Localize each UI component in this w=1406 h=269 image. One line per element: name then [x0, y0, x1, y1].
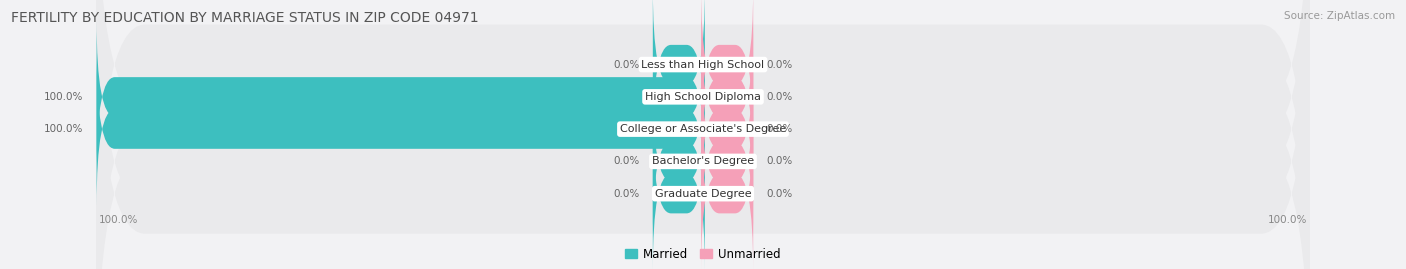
FancyBboxPatch shape	[97, 0, 1309, 269]
FancyBboxPatch shape	[652, 84, 704, 239]
Text: 100.0%: 100.0%	[44, 124, 83, 134]
Text: 0.0%: 0.0%	[766, 59, 793, 70]
Text: 0.0%: 0.0%	[766, 124, 793, 134]
FancyBboxPatch shape	[702, 116, 754, 269]
Text: 0.0%: 0.0%	[766, 156, 793, 167]
Text: Graduate Degree: Graduate Degree	[655, 189, 751, 199]
FancyBboxPatch shape	[97, 20, 704, 174]
Text: 100.0%: 100.0%	[44, 92, 83, 102]
FancyBboxPatch shape	[652, 116, 704, 269]
Text: 0.0%: 0.0%	[613, 189, 640, 199]
Text: College or Associate's Degree: College or Associate's Degree	[620, 124, 786, 134]
Legend: Married, Unmarried: Married, Unmarried	[620, 243, 786, 265]
Text: 100.0%: 100.0%	[1268, 215, 1308, 225]
Text: Source: ZipAtlas.com: Source: ZipAtlas.com	[1284, 11, 1395, 21]
Text: Bachelor's Degree: Bachelor's Degree	[652, 156, 754, 167]
Text: 0.0%: 0.0%	[766, 189, 793, 199]
Text: 0.0%: 0.0%	[766, 92, 793, 102]
FancyBboxPatch shape	[702, 0, 754, 142]
FancyBboxPatch shape	[702, 84, 754, 239]
Text: Less than High School: Less than High School	[641, 59, 765, 70]
FancyBboxPatch shape	[97, 0, 1309, 269]
FancyBboxPatch shape	[97, 0, 1309, 269]
Text: 0.0%: 0.0%	[613, 59, 640, 70]
Text: 0.0%: 0.0%	[613, 156, 640, 167]
FancyBboxPatch shape	[652, 0, 704, 142]
FancyBboxPatch shape	[97, 0, 1309, 269]
FancyBboxPatch shape	[97, 52, 704, 206]
Text: FERTILITY BY EDUCATION BY MARRIAGE STATUS IN ZIP CODE 04971: FERTILITY BY EDUCATION BY MARRIAGE STATU…	[11, 11, 479, 25]
FancyBboxPatch shape	[97, 0, 1309, 269]
Text: 100.0%: 100.0%	[98, 215, 138, 225]
FancyBboxPatch shape	[702, 20, 754, 174]
Text: High School Diploma: High School Diploma	[645, 92, 761, 102]
FancyBboxPatch shape	[702, 52, 754, 206]
